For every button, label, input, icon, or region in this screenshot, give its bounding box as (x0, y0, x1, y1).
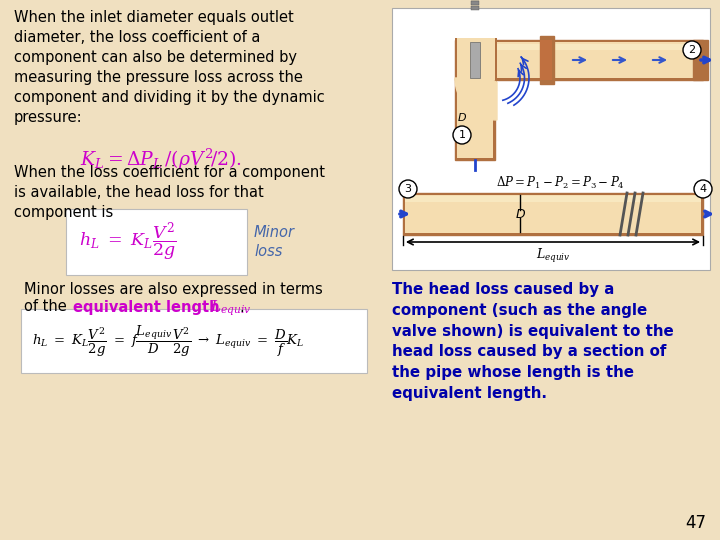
Text: When the inlet diameter equals outlet
diameter, the loss coefficient of a
compon: When the inlet diameter equals outlet di… (14, 10, 325, 125)
Text: $K_L = \Delta P_L\,/(\rho V^2\!/2).$: $K_L = \Delta P_L\,/(\rho V^2\!/2).$ (80, 147, 242, 172)
Text: Minor losses are also expressed in terms
of the: Minor losses are also expressed in terms… (24, 282, 323, 314)
Circle shape (453, 126, 471, 144)
Bar (455, 38, 497, 82)
Bar (405, 196, 701, 202)
FancyBboxPatch shape (66, 209, 247, 275)
Circle shape (694, 180, 712, 198)
Bar (470, 42, 480, 78)
FancyBboxPatch shape (21, 309, 367, 373)
Text: 1: 1 (459, 130, 466, 140)
Text: 2: 2 (688, 45, 696, 55)
Bar (457, 42, 701, 78)
Text: $\Delta P = P_1 - P_2 = P_3 - P_4$: $\Delta P = P_1 - P_2 = P_3 - P_4$ (495, 175, 624, 191)
Text: $h_L \ = \ K_L\dfrac{V^2}{2g}$: $h_L \ = \ K_L\dfrac{V^2}{2g}$ (79, 220, 176, 264)
Bar (403, 193, 703, 235)
Bar (540, 36, 554, 84)
Text: $L_{equiv}$: $L_{equiv}$ (536, 247, 570, 265)
Text: D: D (516, 207, 525, 220)
Text: equivalent length: equivalent length (73, 300, 225, 315)
Bar (457, 78, 493, 158)
Text: .: . (239, 300, 244, 315)
Text: D: D (458, 113, 467, 123)
Bar (405, 195, 701, 233)
Bar (455, 78, 495, 160)
Bar (471, 1, 479, 5)
Circle shape (683, 41, 701, 59)
Bar (471, 6, 479, 10)
Bar (693, 40, 708, 80)
Bar (455, 40, 703, 80)
Circle shape (399, 180, 417, 198)
Text: Minor
loss: Minor loss (254, 225, 295, 259)
Polygon shape (455, 78, 497, 120)
Bar (457, 38, 495, 80)
Text: The head loss caused by a
component (such as the angle
valve shown) is equivalen: The head loss caused by a component (suc… (392, 282, 674, 401)
Text: 4: 4 (699, 184, 706, 194)
Text: When the loss coefficient for a component
is available, the head loss for that
c: When the loss coefficient for a componen… (14, 165, 325, 220)
Bar (540, 40, 552, 80)
Text: 47: 47 (685, 514, 706, 532)
FancyBboxPatch shape (392, 8, 710, 270)
Text: $L_{equiv}$: $L_{equiv}$ (210, 299, 252, 318)
Text: $h_L \ = \ K_L\dfrac{V^2}{2g} \ = \ f\dfrac{L_{equiv}}{D}\dfrac{V^2}{2g} \ \righ: $h_L \ = \ K_L\dfrac{V^2}{2g} \ = \ f\df… (32, 323, 305, 359)
Bar (457, 44, 701, 50)
Text: 3: 3 (405, 184, 412, 194)
